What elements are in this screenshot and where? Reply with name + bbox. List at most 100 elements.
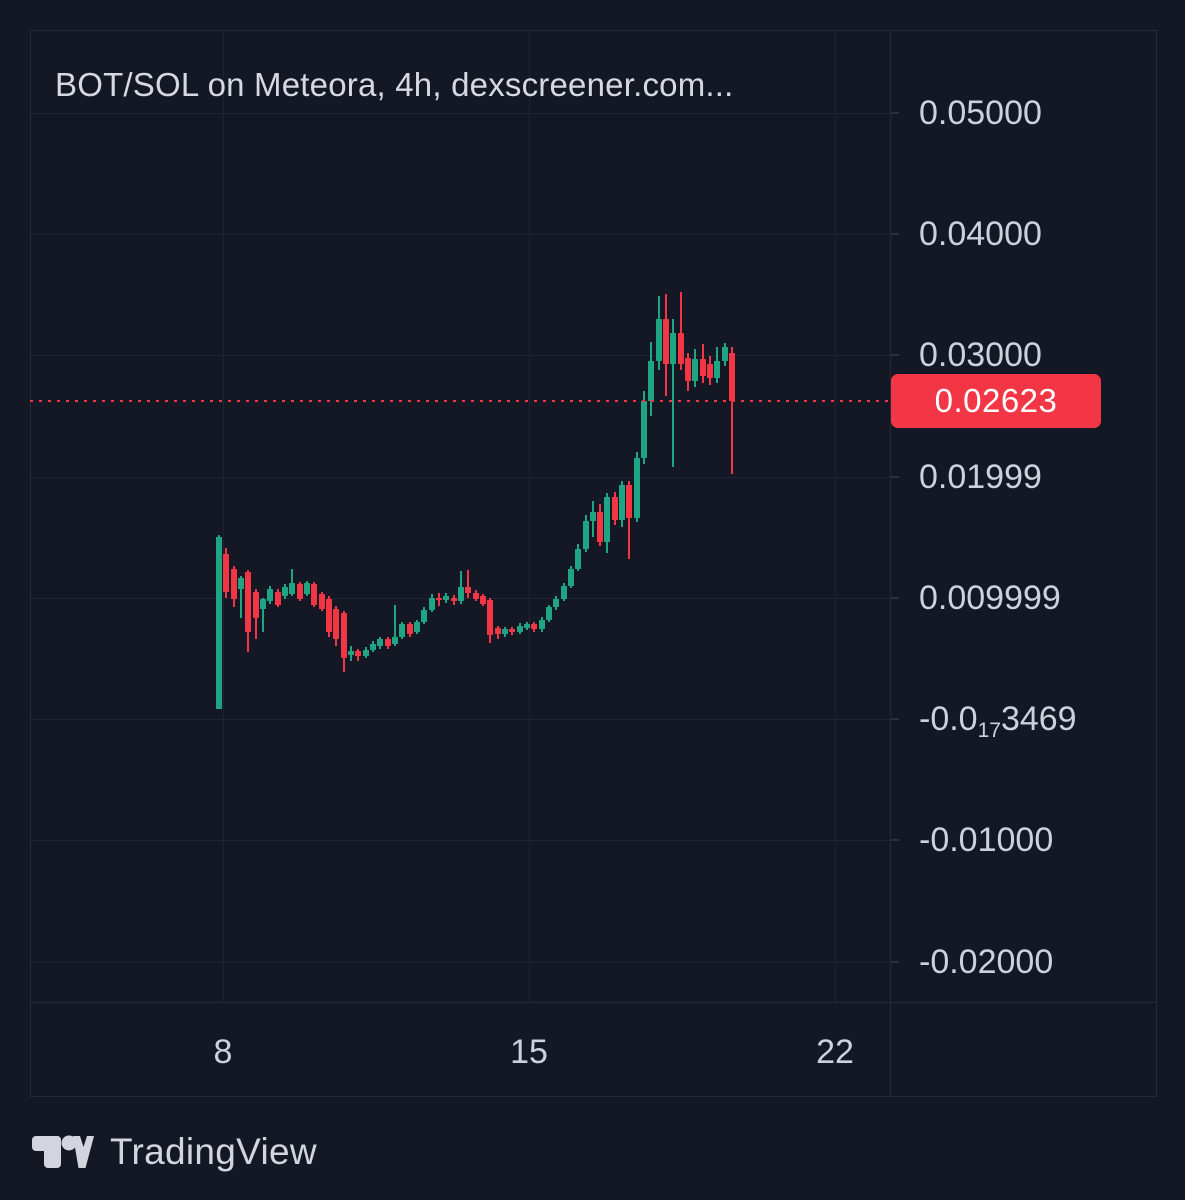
candle-body — [421, 609, 428, 622]
candle-body — [692, 358, 699, 381]
current-price-line — [30, 400, 890, 402]
time-axis-label: 8 — [213, 1033, 233, 1071]
candle-body — [545, 607, 552, 620]
candle-body — [597, 511, 604, 542]
candle-body — [494, 628, 501, 635]
candle-body — [685, 357, 692, 381]
gridline-horizontal — [30, 719, 890, 720]
time-axis-separator — [30, 1002, 1157, 1003]
candle-body — [538, 619, 545, 630]
candle-body — [472, 592, 479, 599]
candle-body — [582, 521, 589, 550]
candle-body — [237, 578, 244, 590]
candle-body — [641, 401, 648, 459]
gridline-horizontal — [30, 962, 890, 963]
time-axis[interactable]: 8 15 22 — [30, 1003, 1157, 1096]
price-axis-tick — [891, 476, 899, 478]
candle-body — [223, 554, 230, 592]
candle-body — [721, 346, 728, 362]
candle-body — [677, 333, 684, 364]
candle-body — [413, 621, 420, 632]
candle-body — [531, 624, 538, 630]
candle-body — [384, 638, 391, 647]
candle-body — [729, 352, 736, 401]
gridline-vertical — [835, 30, 836, 1002]
price-axis-label: 0.05000 — [919, 94, 1042, 132]
candle-body — [289, 583, 296, 595]
price-axis-tick — [891, 112, 899, 114]
candle-body — [509, 629, 516, 632]
tradingview-logo-icon — [32, 1135, 94, 1168]
candle-wick — [672, 318, 675, 467]
candle-body — [626, 484, 633, 518]
price-axis-label: -0.01000 — [919, 821, 1054, 859]
candle-body — [553, 598, 560, 608]
candle-body — [318, 594, 325, 609]
candle-body — [575, 549, 582, 569]
time-axis-label: 15 — [510, 1033, 548, 1071]
gridline-horizontal — [30, 355, 890, 356]
price-axis-label: 0.04000 — [919, 215, 1042, 253]
candle-body — [655, 318, 662, 362]
candle-body — [699, 358, 706, 376]
candle-body — [516, 625, 523, 632]
candle-body — [245, 572, 252, 632]
candle-wick — [291, 568, 294, 597]
chart-title: BOT/SOL on Meteora, 4h, dexscreener.com.… — [55, 66, 734, 103]
candle-body — [670, 333, 677, 364]
candle-body — [457, 586, 464, 602]
candle-body — [216, 537, 222, 710]
candle-wick — [628, 481, 631, 559]
candle-body — [369, 643, 376, 650]
price-axis-label: 0.01999 — [919, 458, 1042, 496]
tradingview-attribution-link[interactable]: TradingView — [32, 1122, 532, 1182]
candle-body — [303, 583, 310, 595]
price-axis-tick — [891, 961, 899, 963]
candle-body — [296, 584, 303, 599]
candle-body — [406, 624, 413, 635]
price-axis-tick — [891, 233, 899, 235]
candle-body — [560, 585, 567, 599]
candle-body — [589, 511, 596, 522]
candle-body — [465, 586, 472, 593]
candle-body — [340, 613, 347, 659]
candle-body — [501, 629, 508, 635]
candle-body — [633, 458, 640, 518]
gridline-horizontal — [30, 840, 890, 841]
price-axis-separator — [890, 30, 891, 1096]
gridline-horizontal — [30, 234, 890, 235]
price-axis-tick — [891, 597, 899, 599]
price-axis-label: -0.02000 — [919, 943, 1054, 981]
candle-wick — [239, 575, 242, 619]
chart-pane[interactable] — [30, 30, 890, 1002]
candle-body — [362, 649, 369, 656]
candle-body — [311, 584, 318, 605]
candle-body — [399, 624, 406, 637]
gridline-horizontal — [30, 477, 890, 478]
current-price-badge: 0.02623 — [891, 374, 1101, 428]
candle-body — [267, 589, 274, 602]
candle-body — [523, 624, 530, 628]
candle-body — [604, 497, 611, 542]
price-axis-tick — [891, 718, 899, 720]
candle-body — [259, 598, 266, 609]
candle-body — [663, 318, 670, 364]
candle-body — [611, 497, 618, 521]
candle-body — [443, 596, 450, 601]
candle-wick — [393, 604, 396, 647]
candle-body — [355, 651, 362, 656]
gridline-horizontal — [30, 113, 890, 114]
candle-body — [714, 361, 721, 379]
price-axis[interactable]: 0.05000 0.04000 0.03000 0.01999 0.009999 -0.0… — [891, 30, 1157, 1002]
gridline-vertical — [223, 30, 224, 1002]
candle-body — [450, 597, 457, 602]
time-axis-label: 22 — [816, 1033, 854, 1071]
candle-body — [567, 568, 574, 586]
gridline-vertical — [529, 30, 530, 1002]
candle-body — [325, 598, 332, 632]
price-axis-label: 0.009999 — [919, 579, 1061, 617]
candle-body — [487, 600, 494, 636]
candle-body — [377, 638, 384, 647]
candle-body — [391, 636, 398, 644]
